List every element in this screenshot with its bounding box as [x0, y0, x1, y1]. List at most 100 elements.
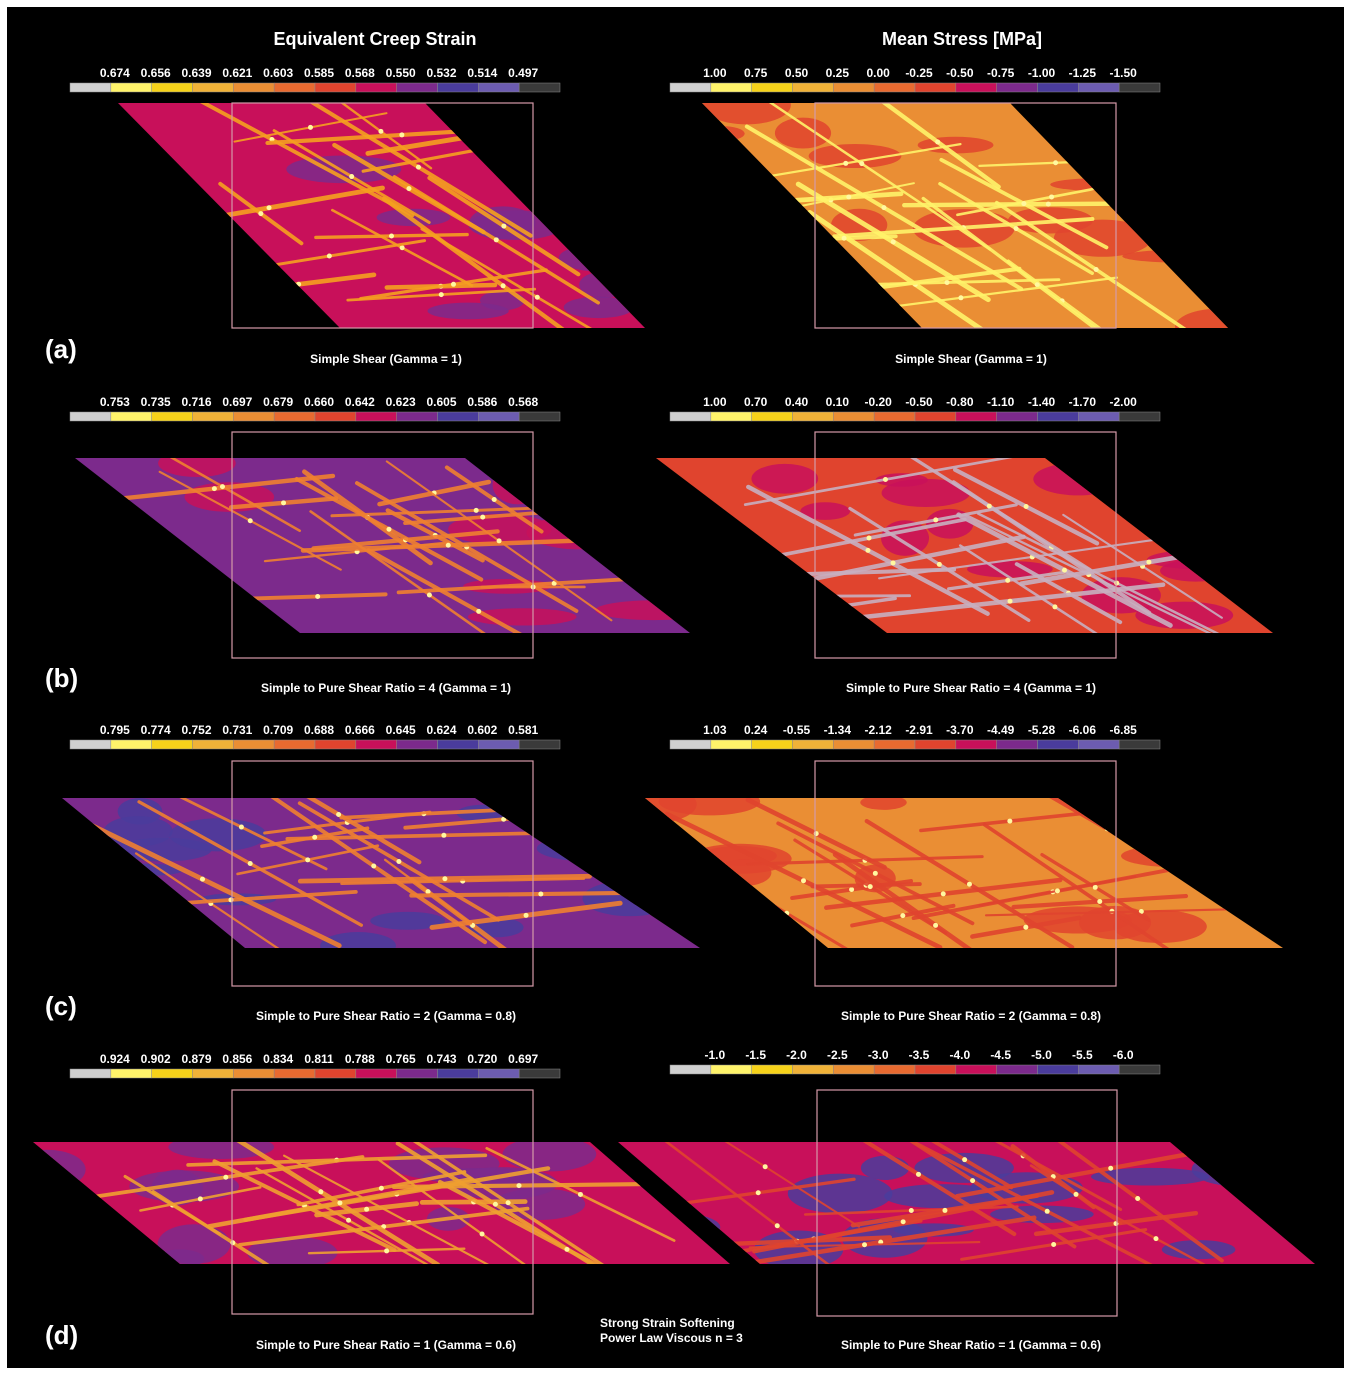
colorbar-swatch — [438, 412, 479, 421]
colorbar-swatch — [915, 83, 956, 92]
hot-spot — [801, 878, 806, 883]
hot-spot — [371, 864, 376, 869]
hot-spot — [859, 161, 864, 166]
colorbar-label: 0.532 — [426, 66, 456, 80]
contour-patch — [751, 464, 818, 494]
hot-spot — [198, 1196, 203, 1201]
hot-spot — [909, 1208, 914, 1213]
colorbar-label: -0.25 — [905, 66, 933, 80]
hot-spot — [400, 245, 405, 250]
colorbar-swatch — [874, 412, 915, 421]
hot-spot — [497, 538, 502, 543]
colorbar-label: 0.568 — [345, 66, 375, 80]
hot-spot — [883, 477, 888, 482]
colorbar-label: 0.642 — [345, 395, 375, 409]
colorbar-swatch — [793, 83, 834, 92]
colorbar-swatch — [356, 83, 397, 92]
colorbar-label: 0.586 — [467, 395, 497, 409]
colorbar-label: 0.774 — [141, 723, 171, 737]
colorbar-label: 0.743 — [426, 1052, 456, 1066]
colorbar-label: 0.735 — [141, 395, 171, 409]
hot-spot — [386, 527, 391, 532]
hot-spot — [346, 1218, 351, 1223]
panel-label: (b) — [45, 663, 78, 693]
hot-spot — [305, 857, 310, 862]
panel-label: (d) — [45, 1320, 78, 1350]
colorbar-label: 0.753 — [100, 395, 130, 409]
contour-patch — [861, 1156, 909, 1180]
colorbar-swatch — [70, 83, 111, 92]
panel-caption: Simple to Pure Shear Ratio = 4 (Gamma = … — [261, 681, 511, 695]
hot-spot — [200, 877, 205, 882]
colorbar-swatch — [1078, 83, 1119, 92]
hot-spot — [763, 1164, 768, 1169]
colorbar-label: 1.00 — [703, 395, 727, 409]
colorbar-swatch — [315, 1069, 356, 1078]
colorbar-label: -1.70 — [1069, 395, 1097, 409]
colorbar-label: -2.91 — [905, 723, 933, 737]
hot-spot — [230, 1240, 235, 1245]
colorbar-label: 1.03 — [703, 723, 727, 737]
hot-spot — [1135, 1196, 1140, 1201]
colorbar-label: -2.0 — [786, 1048, 807, 1062]
hot-spot — [446, 543, 451, 548]
colorbar-label: 0.40 — [785, 395, 809, 409]
colorbar-label: -2.00 — [1109, 395, 1137, 409]
hot-spot — [480, 515, 485, 520]
colorbar-swatch — [519, 1069, 560, 1078]
colorbar-label: -0.75 — [987, 66, 1015, 80]
colorbar-label: -1.50 — [1109, 66, 1137, 80]
colorbar-label: -1.25 — [1069, 66, 1097, 80]
hot-spot — [1153, 1236, 1158, 1241]
hot-spot — [378, 129, 383, 134]
hot-spot — [535, 295, 540, 300]
hot-spot — [1053, 160, 1058, 165]
hot-spot — [756, 1190, 761, 1195]
hot-spot — [881, 205, 886, 210]
colorbar-label: 0.603 — [263, 66, 293, 80]
colorbar-swatch — [111, 740, 152, 749]
colorbar-swatch — [70, 412, 111, 421]
contour-patch — [428, 303, 509, 320]
colorbar-label: 0.568 — [508, 395, 538, 409]
hot-spot — [967, 882, 972, 887]
hot-spot — [866, 536, 871, 541]
hot-spot — [480, 1232, 485, 1237]
hot-spot — [842, 236, 847, 241]
colorbar-label: 0.795 — [100, 723, 130, 737]
hot-spot — [962, 1157, 967, 1162]
panel-caption: Simple to Pure Shear Ratio = 2 (Gamma = … — [256, 1009, 516, 1023]
colorbar-swatch — [356, 740, 397, 749]
colorbar-label: 0.605 — [426, 395, 456, 409]
colorbar-label: 0.621 — [222, 66, 252, 80]
hot-spot — [248, 518, 253, 523]
colorbar-swatch — [997, 412, 1038, 421]
colorbar-swatch — [397, 740, 438, 749]
hot-spot — [901, 1219, 906, 1224]
hot-spot — [501, 283, 506, 288]
hot-spot — [1097, 899, 1102, 904]
colorbar-label: -6.06 — [1069, 723, 1097, 737]
colorbar-swatch — [519, 740, 560, 749]
colorbar-label: 0.731 — [222, 723, 252, 737]
colorbar-label: -1.0 — [704, 1048, 725, 1062]
hot-spot — [891, 560, 896, 565]
colorbar-label: 0.514 — [467, 66, 497, 80]
colorbar-swatch — [915, 412, 956, 421]
hot-spot — [891, 239, 896, 244]
hot-spot — [1093, 885, 1098, 890]
hot-spot — [384, 1248, 389, 1253]
colorbar-label: 0.924 — [100, 1052, 130, 1066]
hot-spot — [258, 211, 263, 216]
colorbar-swatch — [111, 1069, 152, 1078]
colorbar-swatch — [193, 83, 234, 92]
hot-spot — [451, 282, 456, 287]
colorbar-swatch — [670, 83, 711, 92]
hot-spot — [248, 861, 253, 866]
colorbar-swatch — [193, 412, 234, 421]
hot-spot — [1055, 888, 1060, 893]
colorbar-swatch — [193, 740, 234, 749]
colorbar-label: 0.697 — [508, 1052, 538, 1066]
panel-caption: Simple to Pure Shear Ratio = 2 (Gamma = … — [841, 1009, 1101, 1023]
panel-caption: Simple to Pure Shear Ratio = 4 (Gamma = … — [846, 681, 1096, 695]
